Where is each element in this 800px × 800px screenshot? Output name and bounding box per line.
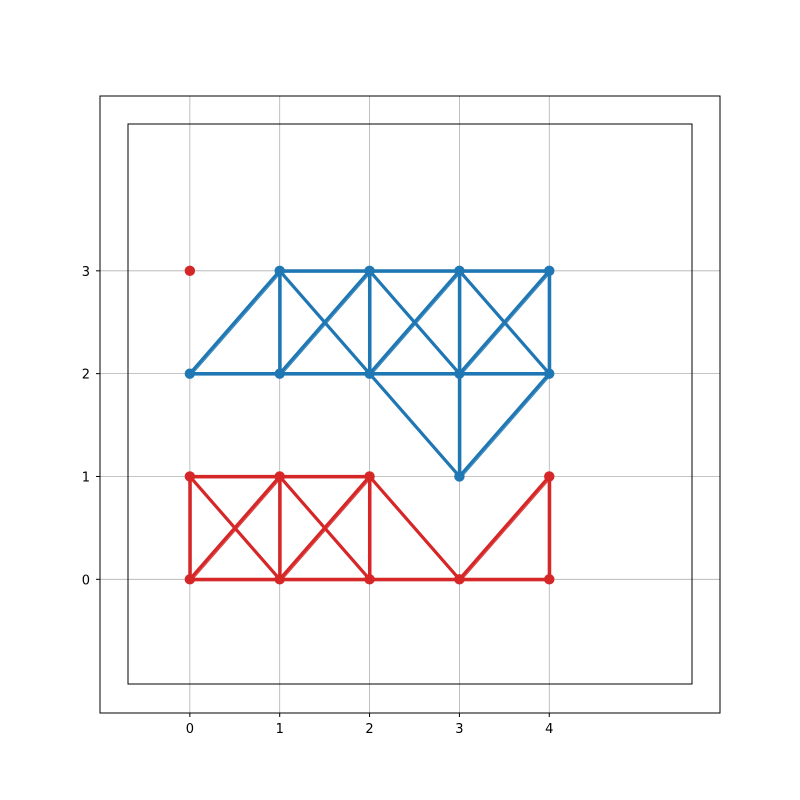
node bbox=[274, 471, 285, 482]
x-tick-label: 3 bbox=[455, 722, 463, 737]
gridlines bbox=[100, 96, 720, 713]
x-tick-label: 2 bbox=[365, 722, 373, 737]
y-tick-labels: 0 1 2 3 bbox=[82, 265, 100, 588]
node bbox=[364, 265, 375, 277]
outer-axes-frame bbox=[99, 95, 721, 714]
node bbox=[454, 265, 465, 277]
node bbox=[184, 265, 196, 277]
node bbox=[274, 265, 285, 277]
edge-shadow bbox=[190, 271, 282, 376]
y-tick-label: 2 bbox=[82, 368, 90, 383]
edge bbox=[188, 269, 282, 376]
edge-shadow bbox=[460, 271, 552, 376]
y-tick-label: 3 bbox=[82, 265, 90, 280]
node bbox=[544, 368, 555, 379]
edge-shadow bbox=[460, 374, 552, 479]
node bbox=[364, 574, 375, 585]
edges-layer bbox=[188, 269, 552, 582]
edge bbox=[457, 372, 551, 479]
edge-shadow bbox=[460, 477, 552, 582]
node bbox=[184, 574, 196, 585]
node bbox=[454, 574, 465, 585]
inner-plot-frame bbox=[127, 123, 693, 685]
edge-shadow bbox=[280, 271, 372, 376]
edge-shadow bbox=[370, 374, 462, 479]
x-tick-label: 1 bbox=[276, 722, 284, 737]
edge-shadow bbox=[190, 477, 282, 582]
x-tick-label: 0 bbox=[186, 722, 194, 737]
edge bbox=[457, 474, 551, 581]
x-tick-label: 4 bbox=[545, 722, 553, 737]
node bbox=[454, 471, 465, 482]
nodes-layer bbox=[184, 265, 555, 585]
edge-shadow bbox=[280, 477, 372, 582]
node bbox=[184, 368, 196, 379]
node bbox=[544, 574, 555, 585]
node bbox=[274, 368, 285, 379]
edge-shadow bbox=[370, 271, 462, 376]
edge-shadow bbox=[370, 477, 462, 582]
node bbox=[544, 471, 555, 482]
node bbox=[454, 368, 465, 379]
node bbox=[274, 574, 285, 585]
node bbox=[364, 471, 375, 482]
node bbox=[544, 265, 555, 277]
y-tick-label: 0 bbox=[82, 573, 90, 588]
y-tick-label: 1 bbox=[82, 470, 90, 485]
node bbox=[184, 471, 196, 482]
node bbox=[364, 368, 375, 379]
x-tick-labels: 0 1 2 3 4 bbox=[186, 713, 553, 737]
